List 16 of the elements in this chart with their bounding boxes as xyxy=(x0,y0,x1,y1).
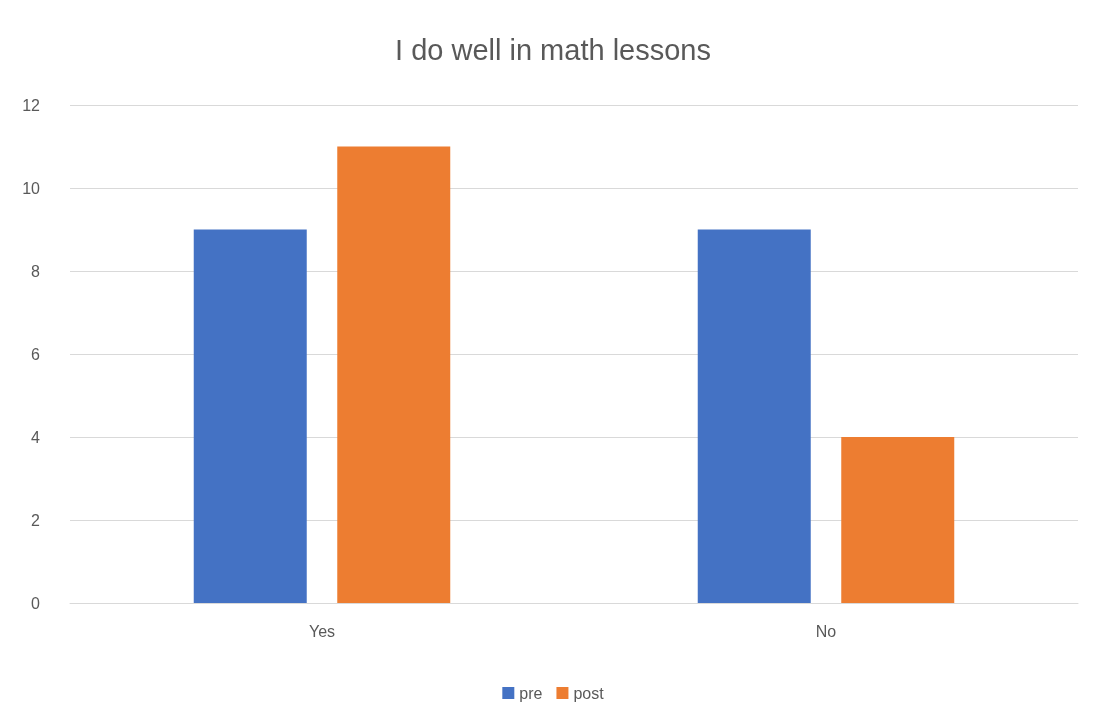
y-tick-label: 8 xyxy=(31,262,41,280)
y-tick-label: 10 xyxy=(22,179,41,197)
y-tick-label: 4 xyxy=(31,428,41,446)
x-tick-label: No xyxy=(815,622,837,640)
y-tick-label: 12 xyxy=(22,96,41,114)
bar xyxy=(697,229,811,603)
y-tick-label: 6 xyxy=(31,345,41,363)
bar xyxy=(337,146,451,603)
y-tick-label: 0 xyxy=(31,594,41,612)
bar xyxy=(841,437,955,603)
legend-label: post xyxy=(573,684,605,702)
legend-label: pre xyxy=(519,684,543,702)
chart-title: I do well in math lessons xyxy=(395,33,711,66)
bar xyxy=(193,229,307,603)
x-tick-label: Yes xyxy=(308,622,336,640)
y-tick-label: 2 xyxy=(31,511,41,529)
